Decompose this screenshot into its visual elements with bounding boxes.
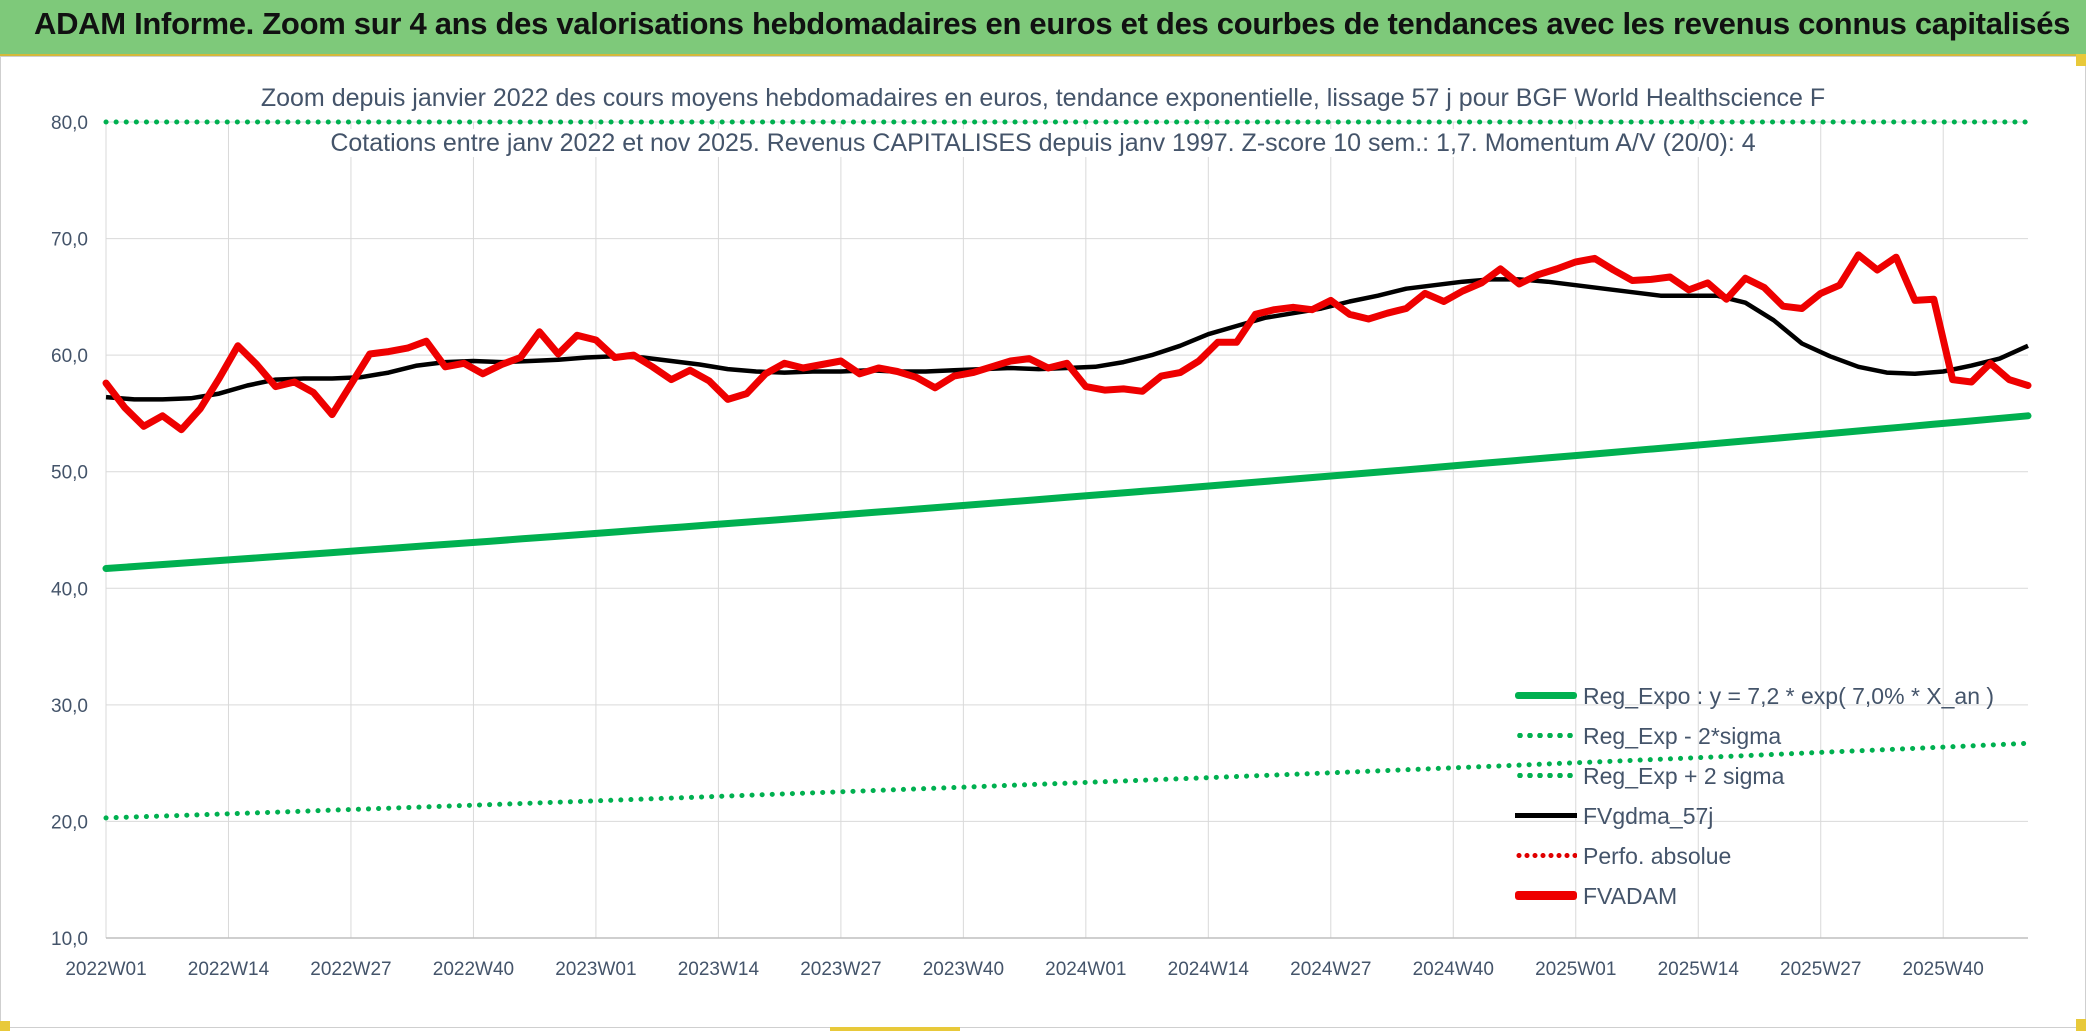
legend-label: Reg_Exp - 2*sigma bbox=[1583, 722, 1782, 749]
series-line-reg-expo bbox=[102, 412, 2032, 572]
chart-subtitle: Cotations entre janv 2022 et nov 2025. R… bbox=[322, 129, 1764, 157]
x-tick-label: 2025W40 bbox=[1903, 959, 1984, 980]
legend-swatch bbox=[1515, 689, 1577, 703]
series-line-fvadam bbox=[102, 251, 2032, 434]
chart-legend: Reg_Expo : y = 7,2 * exp( 7,0% * X_an ) … bbox=[1515, 676, 1994, 916]
legend-label: FVgdma_57j bbox=[1583, 802, 1714, 829]
x-tick-label: 2024W01 bbox=[1045, 959, 1126, 980]
legend-item-fvadam: FVADAM bbox=[1515, 876, 1985, 916]
legend-swatch bbox=[1515, 729, 1577, 743]
chart-subtitle-line: Cotations entre janv 2022 et nov 2025. R… bbox=[0, 129, 2086, 158]
legend-label: Perfo. absolue bbox=[1583, 842, 1732, 869]
x-tick-label: 2023W40 bbox=[923, 959, 1004, 980]
x-tick-label: 2024W40 bbox=[1413, 959, 1494, 980]
y-tick-label: 40,0 bbox=[51, 579, 88, 600]
legend-item-reg-exp-minus: Reg_Exp - 2*sigma bbox=[1515, 716, 1985, 756]
y-tick-label: 10,0 bbox=[51, 929, 88, 950]
x-tick-label: 2022W27 bbox=[310, 959, 391, 980]
legend-swatch bbox=[1515, 889, 1577, 903]
frame-edge-mark bbox=[830, 1027, 960, 1031]
legend-item-reg-exp-plus: Reg_Exp + 2 sigma bbox=[1515, 756, 1985, 796]
y-tick-label: 20,0 bbox=[51, 812, 88, 833]
y-tick-label: 70,0 bbox=[51, 230, 88, 251]
x-tick-label: 2025W01 bbox=[1535, 959, 1616, 980]
title-banner: ADAM Informe. Zoom sur 4 ans des valoris… bbox=[0, 0, 2086, 56]
frame-corner-mark bbox=[0, 1021, 10, 1031]
x-tick-label: 2025W14 bbox=[1658, 959, 1740, 980]
x-tick-label: 2022W14 bbox=[188, 959, 270, 980]
legend-label: FVADAM bbox=[1583, 882, 1678, 909]
x-tick-label: 2025W27 bbox=[1780, 959, 1861, 980]
legend-item-fvgdma: FVgdma_57j bbox=[1515, 796, 1985, 836]
frame-corner-mark bbox=[2076, 54, 2086, 66]
y-tick-label: 50,0 bbox=[51, 463, 88, 484]
legend-swatch bbox=[1515, 809, 1577, 823]
series-line-reg-exp-minus-2sigma bbox=[103, 740, 2031, 821]
legend-item-reg-expo: Reg_Expo : y = 7,2 * exp( 7,0% * X_an ) bbox=[1515, 676, 1994, 716]
y-tick-label: 80,0 bbox=[51, 113, 88, 134]
y-tick-label: 60,0 bbox=[51, 346, 88, 367]
chart-title: Zoom depuis janvier 2022 des cours moyen… bbox=[252, 84, 1834, 112]
x-tick-label: 2022W40 bbox=[433, 959, 514, 980]
legend-label: Reg_Expo : y = 7,2 * exp( 7,0% * X_an ) bbox=[1583, 682, 1995, 709]
legend-item-perfo: Perfo. absolue bbox=[1515, 836, 1985, 876]
legend-label: Reg_Exp + 2 sigma bbox=[1583, 762, 1785, 789]
chart-frame bbox=[0, 56, 2086, 1028]
legend-swatch bbox=[1515, 769, 1577, 783]
x-tick-label: 2024W27 bbox=[1290, 959, 1371, 980]
x-tick-label: 2022W01 bbox=[65, 959, 146, 980]
frame-corner-mark bbox=[2076, 1019, 2086, 1031]
y-tick-label: 30,0 bbox=[51, 696, 88, 717]
legend-swatch bbox=[1515, 849, 1577, 863]
x-tick-label: 2023W01 bbox=[555, 959, 636, 980]
banner-title: ADAM Informe. Zoom sur 4 ans des valoris… bbox=[34, 6, 2071, 41]
x-tick-label: 2023W14 bbox=[678, 959, 760, 980]
series-line-fvgdma-57j bbox=[105, 277, 2029, 402]
x-tick-label: 2023W27 bbox=[800, 959, 881, 980]
x-tick-label: 2024W14 bbox=[1168, 959, 1250, 980]
chart-title-line: Zoom depuis janvier 2022 des cours moyen… bbox=[0, 84, 2086, 113]
